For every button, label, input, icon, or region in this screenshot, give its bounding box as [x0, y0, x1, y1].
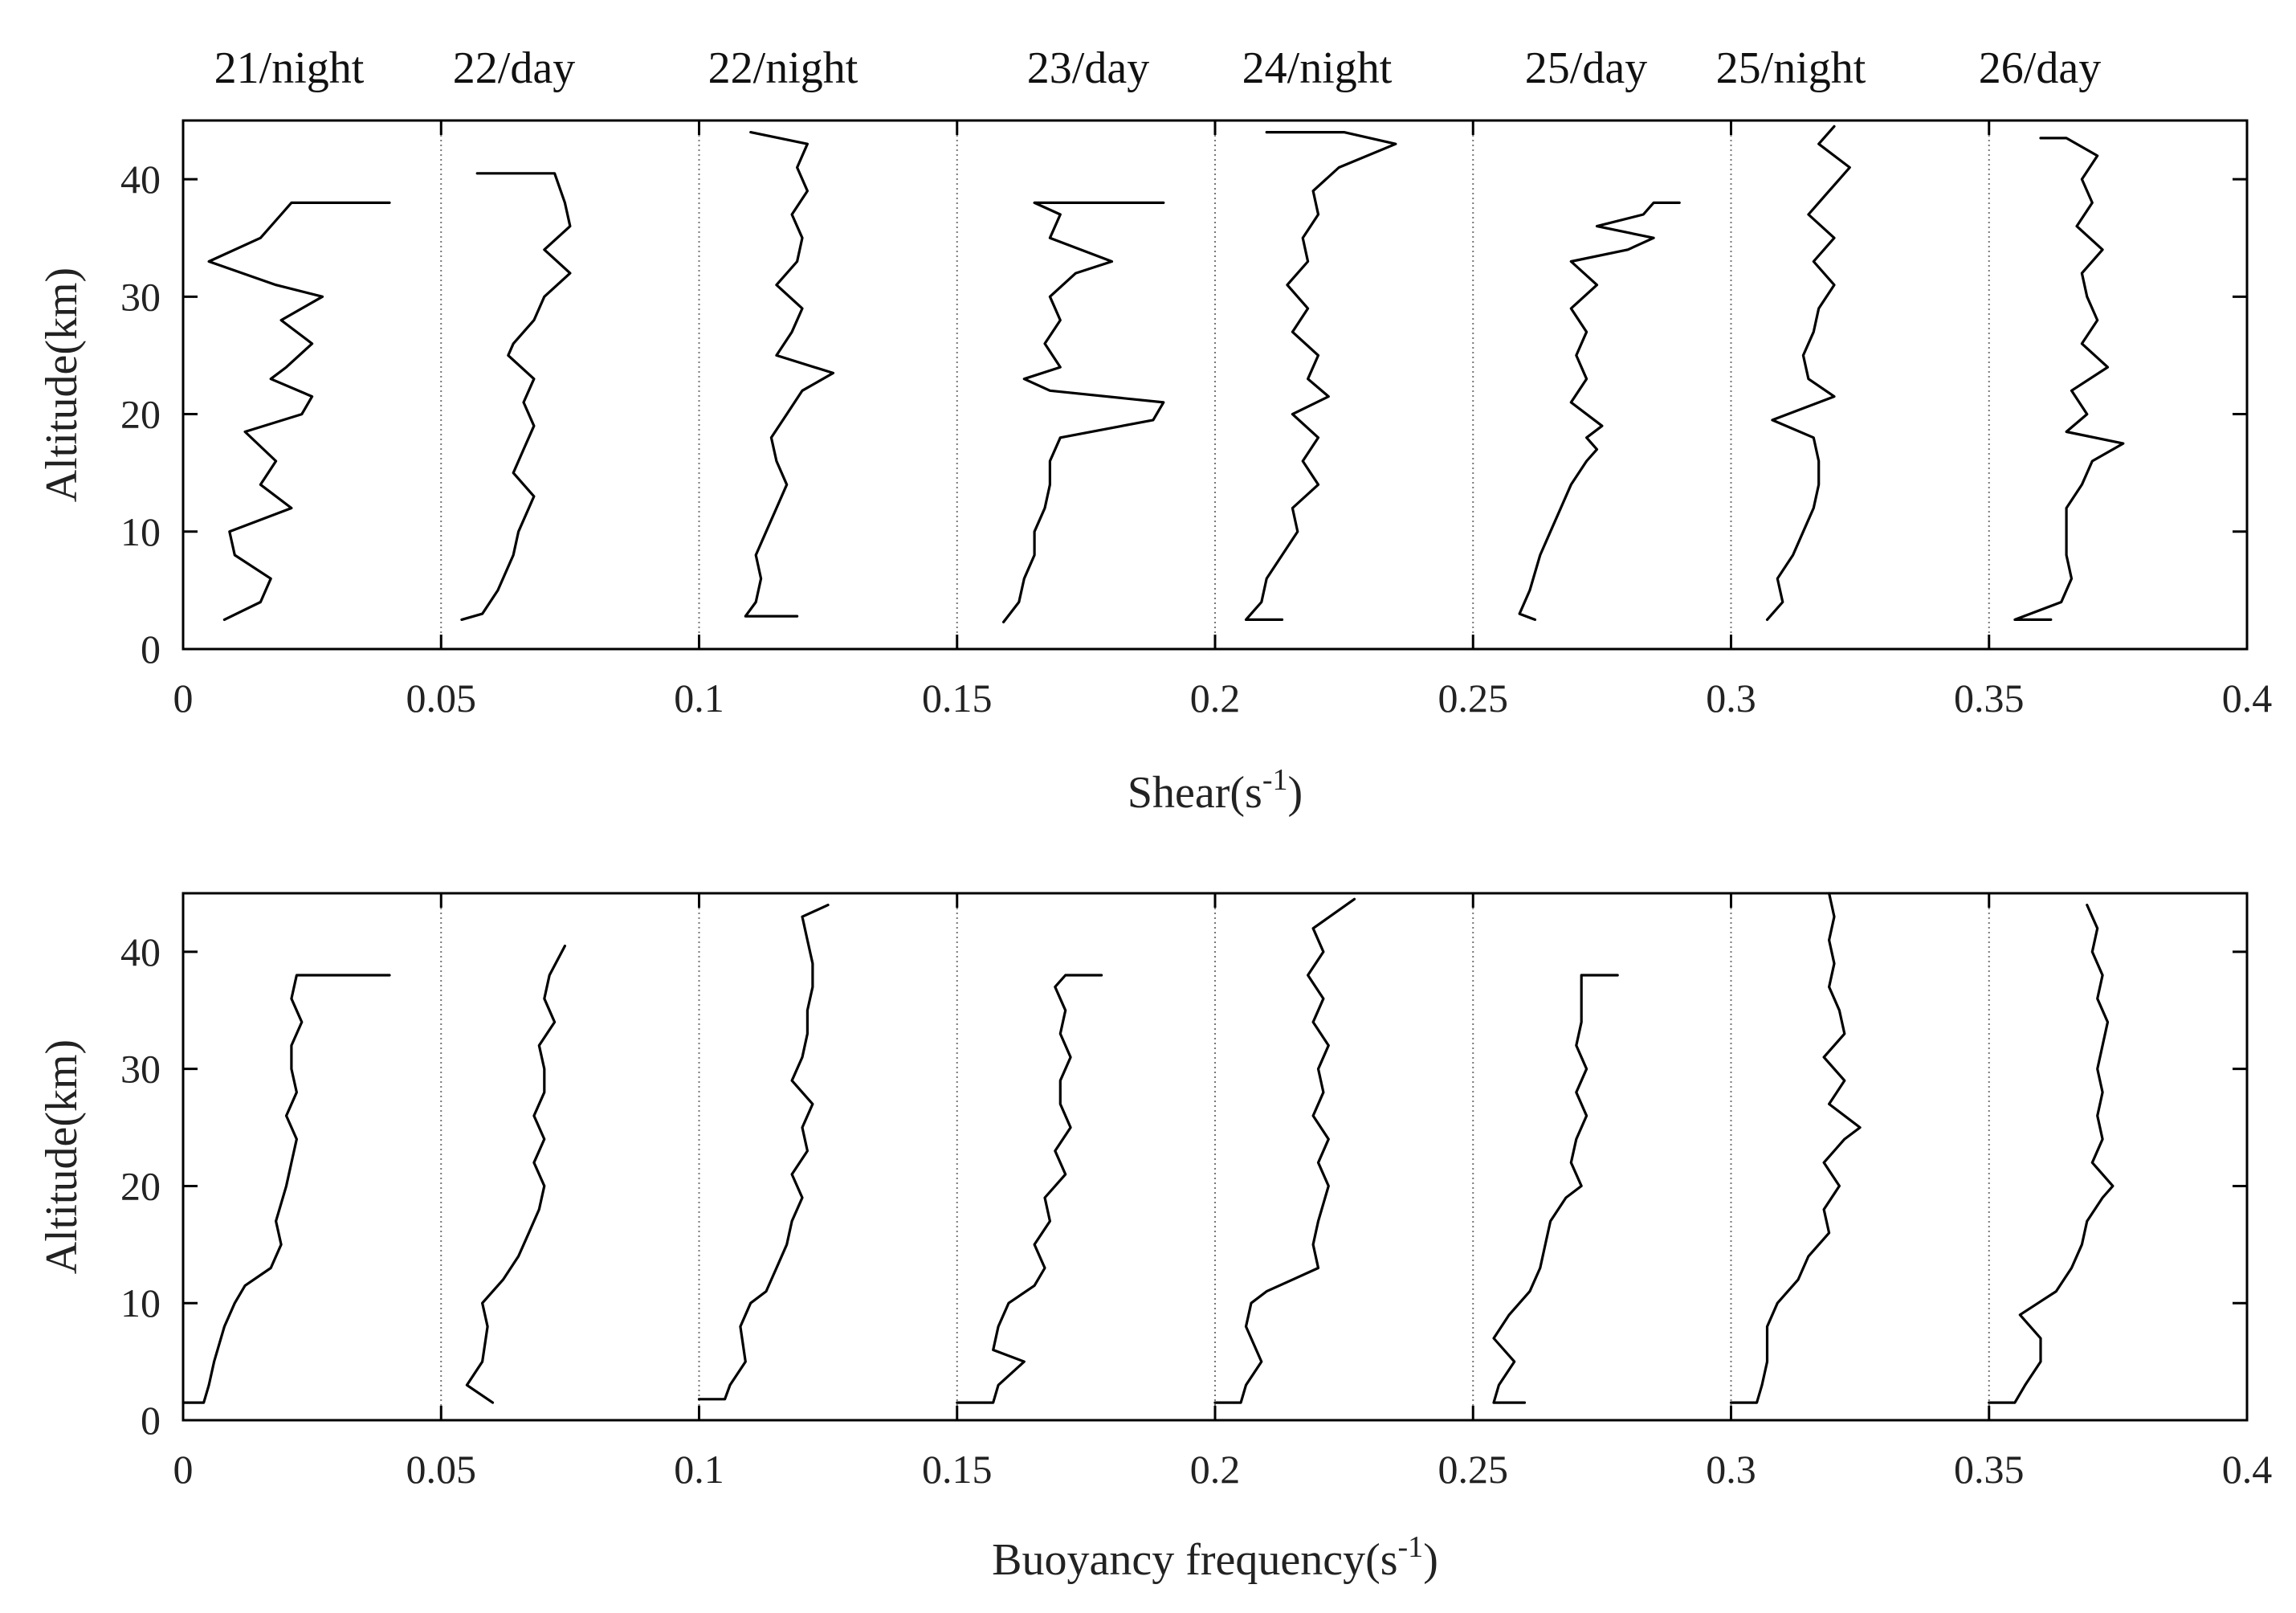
profile-header-24-night: 24/night [1242, 43, 1393, 93]
y-tick-label: 20 [120, 1163, 161, 1208]
x-axis-label-end: ) [1287, 768, 1303, 818]
buoyancy-y-axis-label: Altitude(km) [37, 1039, 87, 1274]
profile-header-21-night: 21/night [214, 43, 365, 93]
shear-profile-21-night [207, 201, 391, 622]
buoyancy-profile-23-day [956, 974, 1103, 1404]
shear-profile-25-day [1518, 201, 1681, 622]
x-tick-label: 0.05 [406, 1447, 477, 1492]
x-axis-label-superscript: -1 [1398, 1530, 1424, 1564]
buoyancy-profile-22-night [697, 903, 830, 1401]
profile-header-26-day: 26/day [1979, 43, 2101, 93]
y-tick-label: 40 [120, 157, 161, 202]
x-tick-label: 0.4 [2222, 676, 2273, 721]
shear-profile-25-night [1765, 125, 1851, 622]
shear-profile-22-day [460, 172, 572, 622]
buoyancy-axes-frame [181, 892, 2249, 1422]
shear-profile-22-night [744, 131, 835, 618]
x-tick-label: 0.25 [1438, 676, 1509, 721]
y-tick-label: 30 [120, 274, 161, 319]
shear-profile-24-night [1244, 131, 1397, 622]
x-tick-label: 0 [173, 1447, 194, 1492]
x-tick-label: 0.15 [922, 1447, 993, 1492]
x-tick-label: 0.35 [1954, 676, 2025, 721]
shear-y-axis-label: Altitude(km) [37, 267, 87, 502]
y-tick-label: 10 [120, 509, 161, 554]
y-tick-label: 30 [120, 1047, 161, 1092]
x-tick-label: 0.3 [1706, 676, 1756, 721]
y-tick-label: 0 [141, 1398, 161, 1443]
y-tick-label: 40 [120, 929, 161, 974]
y-tick-label: 10 [120, 1280, 161, 1325]
x-tick-label: 0.15 [922, 676, 993, 721]
shear-profile-23-day [1001, 201, 1165, 624]
profile-header-22-day: 22/day [453, 43, 575, 93]
buoyancy-panel: 0 0.05 0.1 0.15 0.2 0.25 0.3 0.35 0.4 0 10 20 30 40 Al… [37, 892, 2273, 1585]
y-tick-label: 0 [141, 627, 161, 672]
buoyancy-profile-24-night [1213, 897, 1356, 1404]
profile-header-25-day: 25/day [1525, 43, 1647, 93]
x-tick-label: 0.1 [674, 676, 724, 721]
profile-headers: 21/night 22/day 22/night 23/day 24/night 25/d… [214, 43, 2102, 93]
x-axis-label-superscript: -1 [1262, 763, 1288, 797]
buoyancy-profile-25-day [1492, 974, 1619, 1404]
buoyancy-profile-25-night [1729, 892, 1862, 1404]
profile-header-23-day: 23/day [1027, 43, 1149, 93]
x-tick-label: 0.2 [1190, 1447, 1241, 1492]
x-axis-label-end: ) [1423, 1535, 1438, 1585]
buoyancy-profile-26-day [1988, 903, 2115, 1404]
y-tick-label: 20 [120, 392, 161, 437]
buoyancy-x-axis-label: Buoyancy frequency(s-1) [992, 1530, 1438, 1585]
profile-header-22-night: 22/night [708, 43, 858, 93]
x-tick-label: 0.4 [2222, 1447, 2273, 1492]
buoyancy-profile-21-night [181, 974, 391, 1404]
shear-panel: 0 0.05 0.1 0.15 0.2 0.25 0.3 0.35 0.4 0 10 20 30 40 Al… [37, 119, 2273, 818]
x-tick-label: 0.2 [1190, 676, 1241, 721]
x-axis-label-main: Shear(s [1128, 768, 1262, 818]
x-axis-label-main: Buoyancy frequency(s [992, 1535, 1397, 1585]
x-tick-label: 0.35 [1954, 1447, 2025, 1492]
x-tick-label: 0 [173, 676, 194, 721]
shear-x-axis-label: Shear(s-1) [1128, 763, 1303, 818]
profile-header-25-night: 25/night [1716, 43, 1866, 93]
x-tick-label: 0.25 [1438, 1447, 1509, 1492]
x-tick-label: 0.1 [674, 1447, 724, 1492]
buoyancy-profile-22-day [465, 944, 567, 1404]
x-tick-label: 0.05 [406, 676, 477, 721]
x-tick-label: 0.3 [1706, 1447, 1756, 1492]
shear-profile-26-day [2013, 137, 2125, 622]
